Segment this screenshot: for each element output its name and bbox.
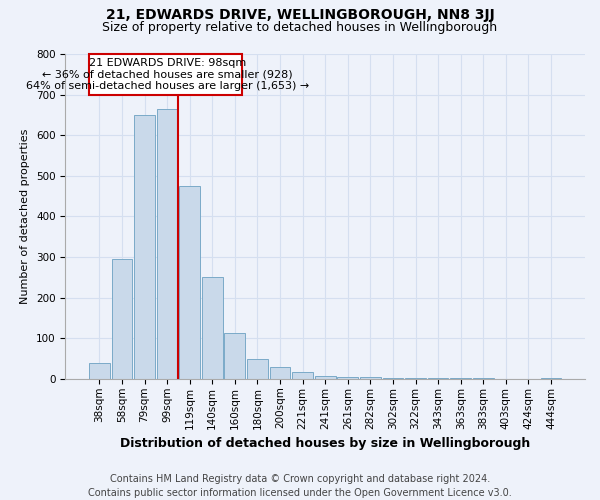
Y-axis label: Number of detached properties: Number of detached properties [20, 129, 31, 304]
Text: 21 EDWARDS DRIVE: 98sqm: 21 EDWARDS DRIVE: 98sqm [89, 58, 246, 68]
Bar [405, 378, 426, 379]
Bar [541, 378, 562, 379]
FancyBboxPatch shape [89, 54, 242, 94]
X-axis label: Distribution of detached houses by size in Wellingborough: Distribution of detached houses by size … [120, 437, 530, 450]
Bar [360, 378, 381, 379]
Bar [315, 376, 335, 379]
Bar [383, 378, 403, 379]
Bar [337, 377, 358, 379]
Bar [157, 109, 178, 379]
Bar [202, 278, 223, 379]
Text: ← 36% of detached houses are smaller (928): ← 36% of detached houses are smaller (92… [42, 70, 293, 80]
Bar [269, 366, 290, 379]
Text: Contains HM Land Registry data © Crown copyright and database right 2024.
Contai: Contains HM Land Registry data © Crown c… [88, 474, 512, 498]
Text: 21, EDWARDS DRIVE, WELLINGBOROUGH, NN8 3JJ: 21, EDWARDS DRIVE, WELLINGBOROUGH, NN8 3… [106, 8, 494, 22]
Text: 64% of semi-detached houses are larger (1,653) →: 64% of semi-detached houses are larger (… [26, 80, 309, 90]
Bar [224, 333, 245, 379]
Bar [179, 186, 200, 379]
Bar [134, 115, 155, 379]
Bar [247, 358, 268, 379]
Bar [89, 362, 110, 379]
Text: Size of property relative to detached houses in Wellingborough: Size of property relative to detached ho… [103, 21, 497, 34]
Bar [112, 259, 133, 379]
Bar [292, 372, 313, 379]
